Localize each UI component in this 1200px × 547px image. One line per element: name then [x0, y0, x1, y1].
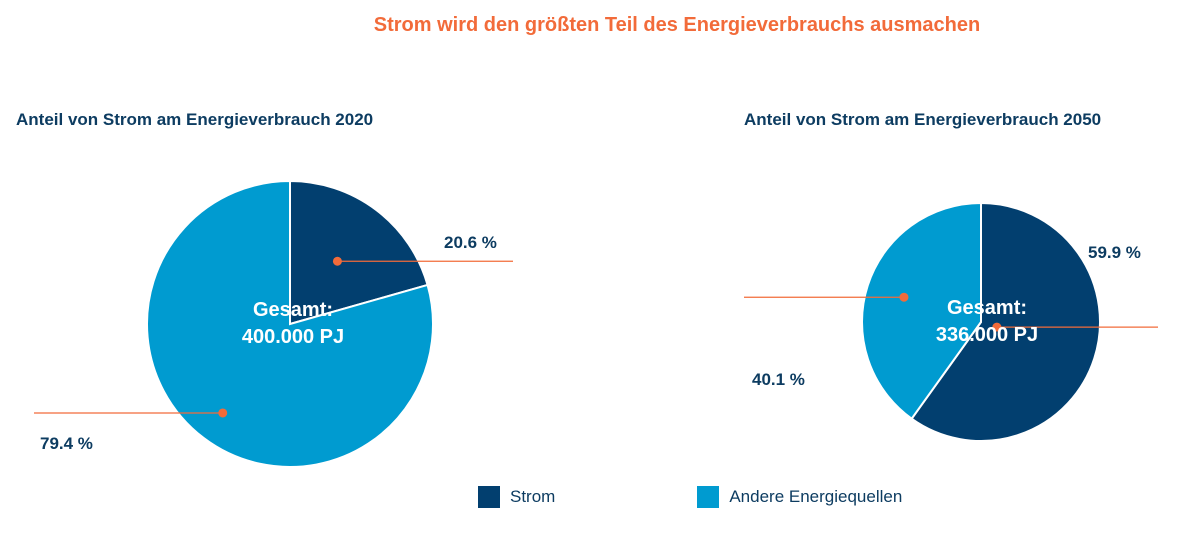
- pie-2050-slice-strom: [910, 201, 1101, 442]
- pie-2050-value-label-1: 40.1 %: [752, 370, 805, 389]
- legend: Strom Andere Energiequellen: [478, 486, 902, 508]
- legend-swatch-strom: [478, 486, 500, 508]
- legend-item-andere: Andere Energiequellen: [697, 486, 902, 508]
- pie-2020-value-label-0: 20.6 %: [444, 233, 497, 252]
- legend-label-andere: Andere Energiequellen: [729, 487, 903, 506]
- pie-2050-leader-dot-1: [899, 292, 909, 302]
- pie-2050-center-label-0: Gesamt:: [947, 297, 1027, 319]
- chart-main-title: Strom wird den größten Teil des Energiev…: [373, 14, 981, 36]
- pie-2050-title: Anteil von Strom am Energieverbrauch 205…: [744, 110, 1102, 129]
- pie-2020-slice-andere: [146, 179, 434, 468]
- pie-2020-center-label-0: Gesamt:: [253, 299, 333, 321]
- legend-item-strom: Strom: [478, 486, 555, 508]
- pie-2020-title: Anteil von Strom am Energieverbrauch 202…: [16, 110, 374, 129]
- pie-2050-leader-dot-0: [992, 322, 1002, 332]
- pie-2020-leader-dot-0: [332, 256, 342, 266]
- pie-2050-slice-andere: [861, 201, 982, 421]
- pie-2050-value-label-0: 59.9 %: [1088, 243, 1141, 262]
- pie-2020-leader-dot-1: [218, 408, 228, 418]
- legend-swatch-andere: [697, 486, 720, 508]
- pie-2020-center-label-1: 400.000 PJ: [242, 326, 344, 348]
- pie-2020-value-label-1: 79.4 %: [40, 434, 93, 453]
- pie-2020-slice-strom: [289, 179, 429, 326]
- legend-label-strom: Strom: [510, 487, 556, 506]
- pie-2050-center-label-1: 336.000 PJ: [936, 324, 1038, 346]
